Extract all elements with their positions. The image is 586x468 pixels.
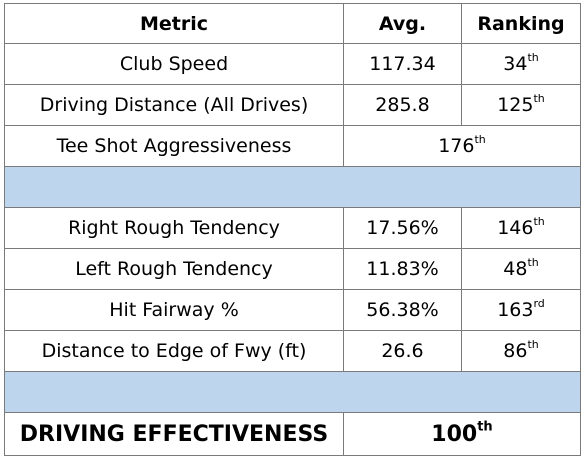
separator-cell [4, 371, 581, 413]
rank-value: 146 [497, 217, 534, 239]
rank-cell: 146th [461, 207, 581, 249]
total-rank-suffix: th [477, 419, 493, 435]
rank-value: 34 [503, 53, 528, 75]
ranking-header: Ranking [461, 3, 581, 44]
rank-suffix: rd [533, 297, 545, 311]
section-separator [4, 166, 581, 208]
total-row: DRIVING EFFECTIVENESS 100th [4, 412, 581, 456]
rank-cell: 48th [461, 248, 581, 290]
metric-header: Metric [4, 3, 344, 44]
header-row: Metric Avg. Ranking [4, 3, 581, 44]
table-row: Left Rough Tendency 11.83% 48th [4, 248, 581, 290]
rank-value: 125 [497, 94, 534, 116]
table-row: Hit Fairway % 56.38% 163rd [4, 289, 581, 331]
rank-value: 48 [503, 258, 528, 280]
metric-cell: Driving Distance (All Drives) [4, 84, 344, 126]
rank-suffix: th [527, 338, 539, 352]
avg-cell: 285.8 [343, 84, 462, 126]
metric-cell: Right Rough Tendency [4, 207, 344, 249]
rank-cell: 163rd [461, 289, 581, 331]
avg-cell: 11.83% [343, 248, 462, 290]
avg-cell: 56.38% [343, 289, 462, 331]
combined-rank-cell: 176th [343, 125, 581, 167]
table-row: Tee Shot Aggressiveness 176th [4, 125, 581, 167]
rank-suffix: th [533, 92, 545, 106]
metric-cell: Left Rough Tendency [4, 248, 344, 290]
rank-value: 86 [503, 340, 528, 362]
rank-value: 176 [438, 135, 475, 157]
avg-header: Avg. [343, 3, 462, 44]
rank-value: 163 [497, 299, 534, 321]
total-rank-value: 100 [431, 421, 478, 447]
avg-cell: 26.6 [343, 330, 462, 372]
rank-suffix: th [533, 215, 545, 229]
section-separator [4, 371, 581, 413]
rank-suffix: th [474, 133, 486, 147]
rank-cell: 34th [461, 43, 581, 85]
rank-cell: 125th [461, 84, 581, 126]
total-rank-cell: 100th [343, 412, 581, 456]
avg-cell: 117.34 [343, 43, 462, 85]
metric-cell: Hit Fairway % [4, 289, 344, 331]
rank-suffix: th [527, 51, 539, 65]
metric-cell: Distance to Edge of Fwy (ft) [4, 330, 344, 372]
metric-cell: Tee Shot Aggressiveness [4, 125, 344, 167]
separator-cell [4, 166, 581, 208]
rank-cell: 86th [461, 330, 581, 372]
table-row: Distance to Edge of Fwy (ft) 26.6 86th [4, 330, 581, 372]
metric-cell: Club Speed [4, 43, 344, 85]
table-row: Right Rough Tendency 17.56% 146th [4, 207, 581, 249]
avg-cell: 17.56% [343, 207, 462, 249]
table-row: Driving Distance (All Drives) 285.8 125t… [4, 84, 581, 126]
rank-suffix: th [527, 256, 539, 270]
total-label: DRIVING EFFECTIVENESS [4, 412, 344, 456]
table-row: Club Speed 117.34 34th [4, 43, 581, 85]
driving-stats-table: Metric Avg. Ranking Club Speed 117.34 34… [4, 3, 581, 456]
